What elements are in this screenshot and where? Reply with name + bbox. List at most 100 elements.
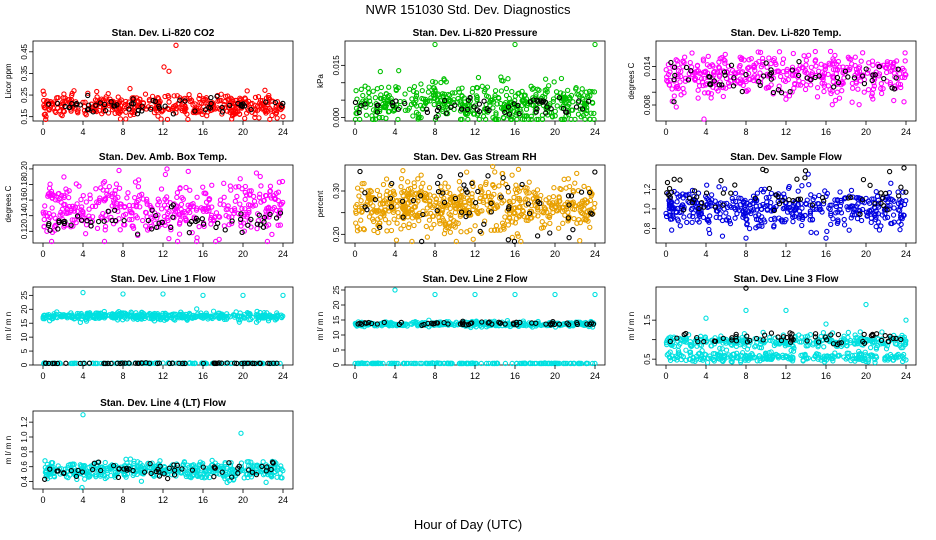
- data-point: [873, 189, 879, 195]
- data-point: [790, 218, 796, 225]
- data-point: [860, 176, 867, 183]
- data-point: [451, 99, 457, 106]
- data-point: [177, 97, 183, 103]
- data-point: [66, 194, 72, 201]
- y-tick-label: 0.14: [20, 207, 29, 223]
- data-point: [223, 93, 229, 100]
- chart-title: Stan. Dev. Gas Stream RH: [413, 152, 536, 163]
- data-point: [841, 222, 848, 228]
- data-point: [827, 48, 834, 55]
- data-point: [415, 115, 422, 121]
- data-point: [182, 98, 188, 104]
- x-tick-label: 20: [550, 249, 560, 259]
- data-point: [490, 105, 496, 111]
- data-point: [156, 105, 163, 111]
- data-point: [579, 95, 585, 101]
- data-point: [94, 94, 100, 100]
- data-point: [426, 185, 433, 191]
- data-point: [49, 205, 55, 211]
- data-point: [766, 185, 773, 192]
- data-point: [118, 97, 125, 103]
- data-point: [362, 101, 368, 107]
- data-point: [881, 75, 887, 82]
- data-point: [544, 104, 550, 110]
- x-tick-label: 24: [901, 127, 911, 137]
- data-point: [664, 179, 671, 186]
- y-tick-label: 0.20: [20, 161, 29, 177]
- x-tick-label: 8: [743, 127, 748, 137]
- data-point: [438, 184, 444, 190]
- data-point: [457, 116, 464, 123]
- data-point: [210, 308, 217, 314]
- data-point: [677, 79, 683, 85]
- data-point: [732, 190, 739, 197]
- data-point: [196, 223, 202, 230]
- data-point: [117, 227, 123, 233]
- data-point: [419, 87, 425, 94]
- data-point: [861, 89, 867, 95]
- data-point: [197, 92, 203, 99]
- data-point: [671, 176, 677, 182]
- outlier-point: [485, 173, 491, 179]
- data-point: [576, 98, 582, 104]
- data-point: [722, 51, 728, 58]
- data-point: [439, 91, 446, 97]
- data-point: [721, 186, 728, 192]
- data-point: [831, 84, 837, 90]
- outlier-point: [71, 88, 77, 94]
- data-point: [178, 201, 185, 208]
- data-point: [186, 91, 192, 98]
- data-point: [519, 98, 525, 104]
- data-point: [808, 82, 814, 88]
- data-point: [405, 179, 411, 185]
- data-point: [813, 230, 820, 236]
- data-point: [534, 116, 540, 123]
- outlier-point: [280, 114, 286, 120]
- data-point: [60, 99, 66, 105]
- data-point: [152, 98, 159, 105]
- data-point: [716, 65, 723, 71]
- chart-title: Stan. Dev. Line 3 Flow: [734, 274, 839, 285]
- data-point: [93, 186, 99, 192]
- data-point: [149, 93, 156, 99]
- x-tick-label: 24: [590, 371, 600, 381]
- data-point: [503, 85, 510, 92]
- data-point: [698, 75, 705, 82]
- data-point: [83, 112, 89, 118]
- data-point: [457, 172, 464, 178]
- data-point: [166, 99, 172, 105]
- data-point: [280, 100, 286, 107]
- data-point: [574, 91, 580, 97]
- x-tick-label: 12: [781, 127, 791, 137]
- x-tick-label: 20: [238, 371, 248, 381]
- data-point: [481, 98, 487, 104]
- data-point: [552, 108, 558, 115]
- data-point: [209, 182, 215, 188]
- data-point: [704, 62, 711, 68]
- x-tick-label: 8: [432, 371, 437, 381]
- data-point: [582, 116, 588, 123]
- data-point: [474, 107, 481, 113]
- data-point: [464, 169, 470, 175]
- x-tick-label: 0: [40, 127, 45, 137]
- data-point: [423, 223, 429, 230]
- x-tick-label: 4: [80, 127, 85, 137]
- outlier-point: [161, 64, 167, 70]
- x-tick-label: 12: [470, 371, 480, 381]
- data-point: [501, 115, 507, 121]
- data-point: [834, 89, 840, 95]
- data-point: [58, 111, 64, 118]
- data-point: [436, 104, 442, 111]
- y-tick-label: 0.015: [332, 55, 341, 76]
- x-tick-label: 4: [703, 249, 708, 259]
- data-point: [383, 115, 389, 121]
- data-point: [116, 185, 123, 191]
- data-point: [172, 102, 178, 109]
- data-point: [412, 101, 418, 107]
- data-point: [179, 107, 185, 114]
- data-point: [254, 225, 260, 232]
- data-point: [540, 98, 547, 104]
- data-point: [867, 182, 873, 188]
- data-point: [570, 227, 576, 233]
- data-point: [486, 107, 492, 114]
